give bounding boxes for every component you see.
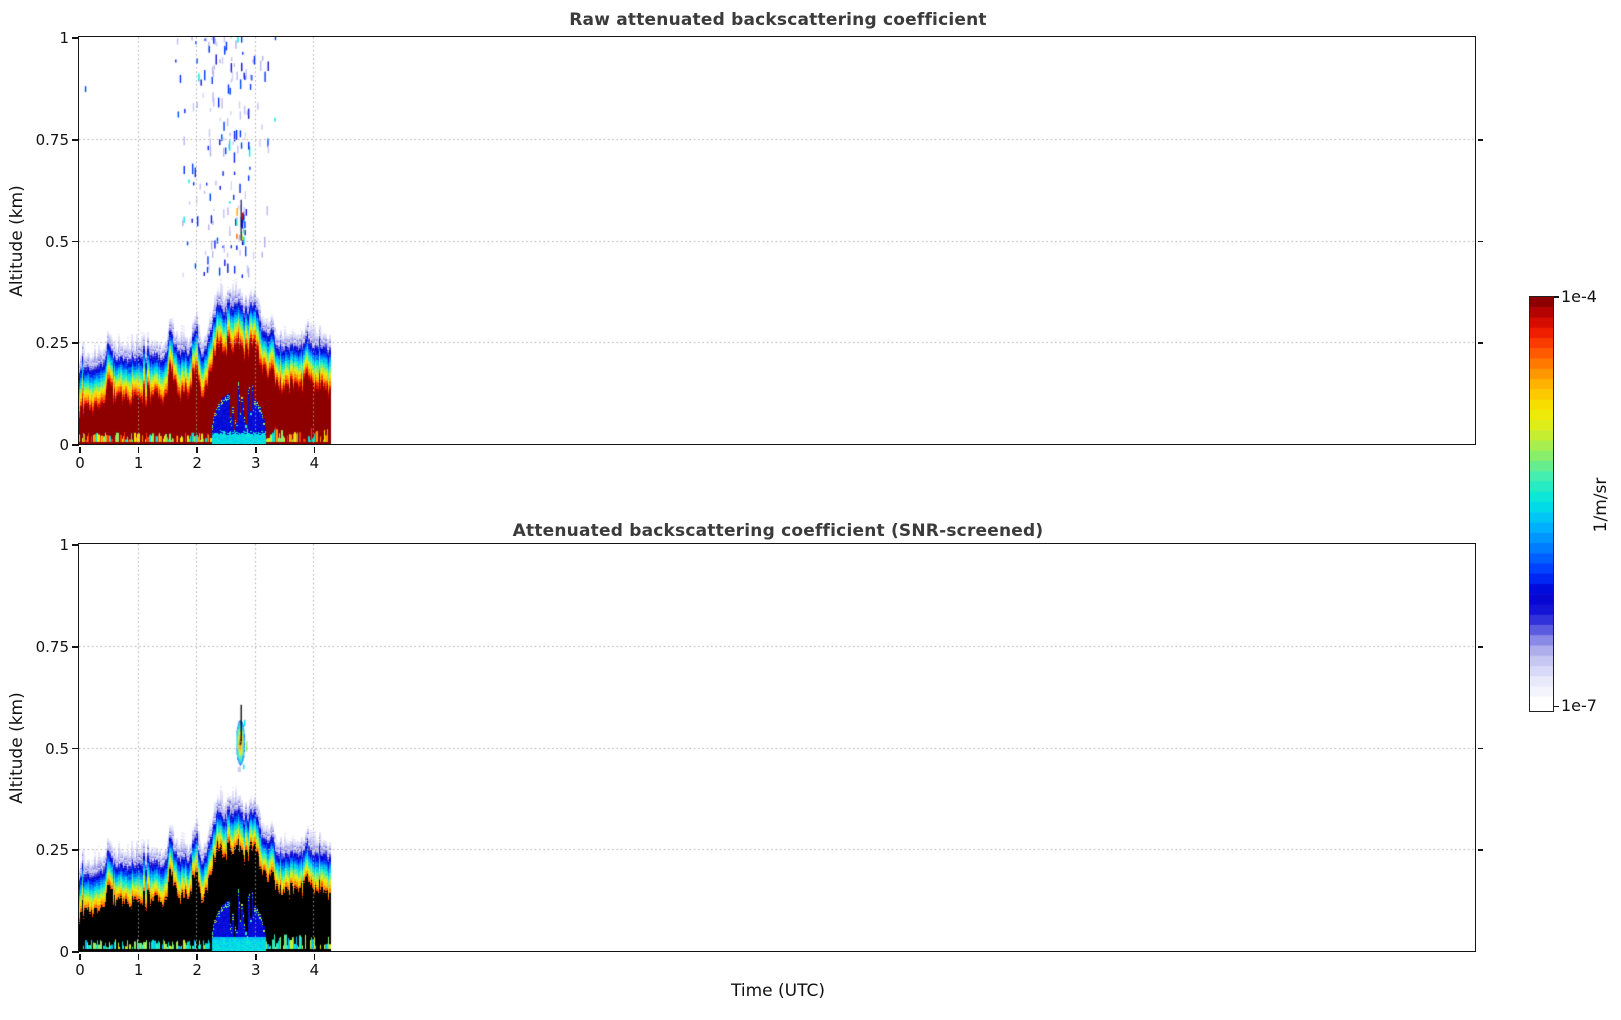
y-tick-label: 0.25: [35, 841, 69, 860]
y-tick-right: [1477, 342, 1483, 345]
x-tick-label: 1: [133, 454, 144, 472]
x-tick: [137, 446, 140, 454]
x-tick-label: 2: [192, 454, 202, 472]
x-tick-label: 0: [75, 961, 85, 979]
panel2-plot-area: [78, 543, 1477, 953]
y-tick: [72, 544, 79, 546]
colorbar-min-label: 1e-7: [1561, 696, 1597, 715]
y-tick: [72, 138, 79, 141]
y-tick-label: 0.5: [45, 739, 69, 758]
x-tick: [79, 446, 81, 454]
panel1-heatmap-canvas: [79, 37, 1476, 445]
x-tick-label: 3: [251, 454, 261, 472]
x-tick: [313, 446, 316, 454]
x-tick-label: 2: [192, 961, 202, 979]
panel2-heatmap-canvas: [79, 544, 1476, 952]
colorbar-tick-max: [1554, 296, 1559, 298]
x-tick: [255, 953, 257, 961]
x-tick: [137, 953, 140, 961]
y-tick-right: [1477, 645, 1483, 648]
panel1-title: Raw attenuated backscattering coefficien…: [569, 10, 987, 30]
panel1-plot-area: [78, 36, 1477, 446]
y-tick-right: [1477, 849, 1483, 852]
y-tick-right: [1477, 138, 1483, 141]
y-tick: [72, 849, 79, 852]
y-tick-label: 0: [59, 436, 69, 454]
y-tick-label: 1: [59, 29, 69, 47]
y-tick-label: 0.5: [45, 232, 69, 251]
y-tick-label: 0: [59, 943, 69, 961]
y-tick: [72, 37, 79, 39]
y-tick: [72, 951, 79, 953]
y-tick-label: 0.25: [35, 334, 69, 353]
x-axis-label: Time (UTC): [731, 981, 825, 1001]
colorbar-unit-label: 1/m/sr: [1591, 477, 1611, 533]
colorbar-gradient: [1529, 296, 1553, 707]
x-tick-label: 0: [75, 454, 85, 472]
colorbar-tick-min: [1554, 705, 1559, 708]
x-tick-label: 1: [133, 961, 144, 979]
y-tick-label: 0.75: [35, 130, 69, 149]
x-tick-label: 3: [251, 961, 261, 979]
panel2-title: Attenuated backscattering coefficient (S…: [512, 521, 1044, 541]
y-tick: [72, 444, 79, 446]
x-tick: [79, 953, 81, 961]
y-tick: [72, 747, 79, 750]
colorbar-max-label: 1e-4: [1561, 287, 1597, 306]
y-tick: [72, 645, 79, 648]
y-tick-label: 1: [59, 536, 69, 554]
x-tick-label: 4: [309, 454, 320, 472]
x-tick: [196, 953, 198, 961]
y-tick-right: [1477, 240, 1483, 243]
x-tick: [313, 953, 316, 961]
x-tick: [196, 446, 198, 454]
y-tick: [72, 342, 79, 345]
y-tick-label: 0.75: [35, 637, 69, 656]
y-tick-right: [1477, 747, 1483, 750]
y-tick: [72, 240, 79, 243]
x-tick-label: 4: [309, 961, 320, 979]
x-tick: [255, 446, 257, 454]
colorbar: [1528, 295, 1554, 712]
